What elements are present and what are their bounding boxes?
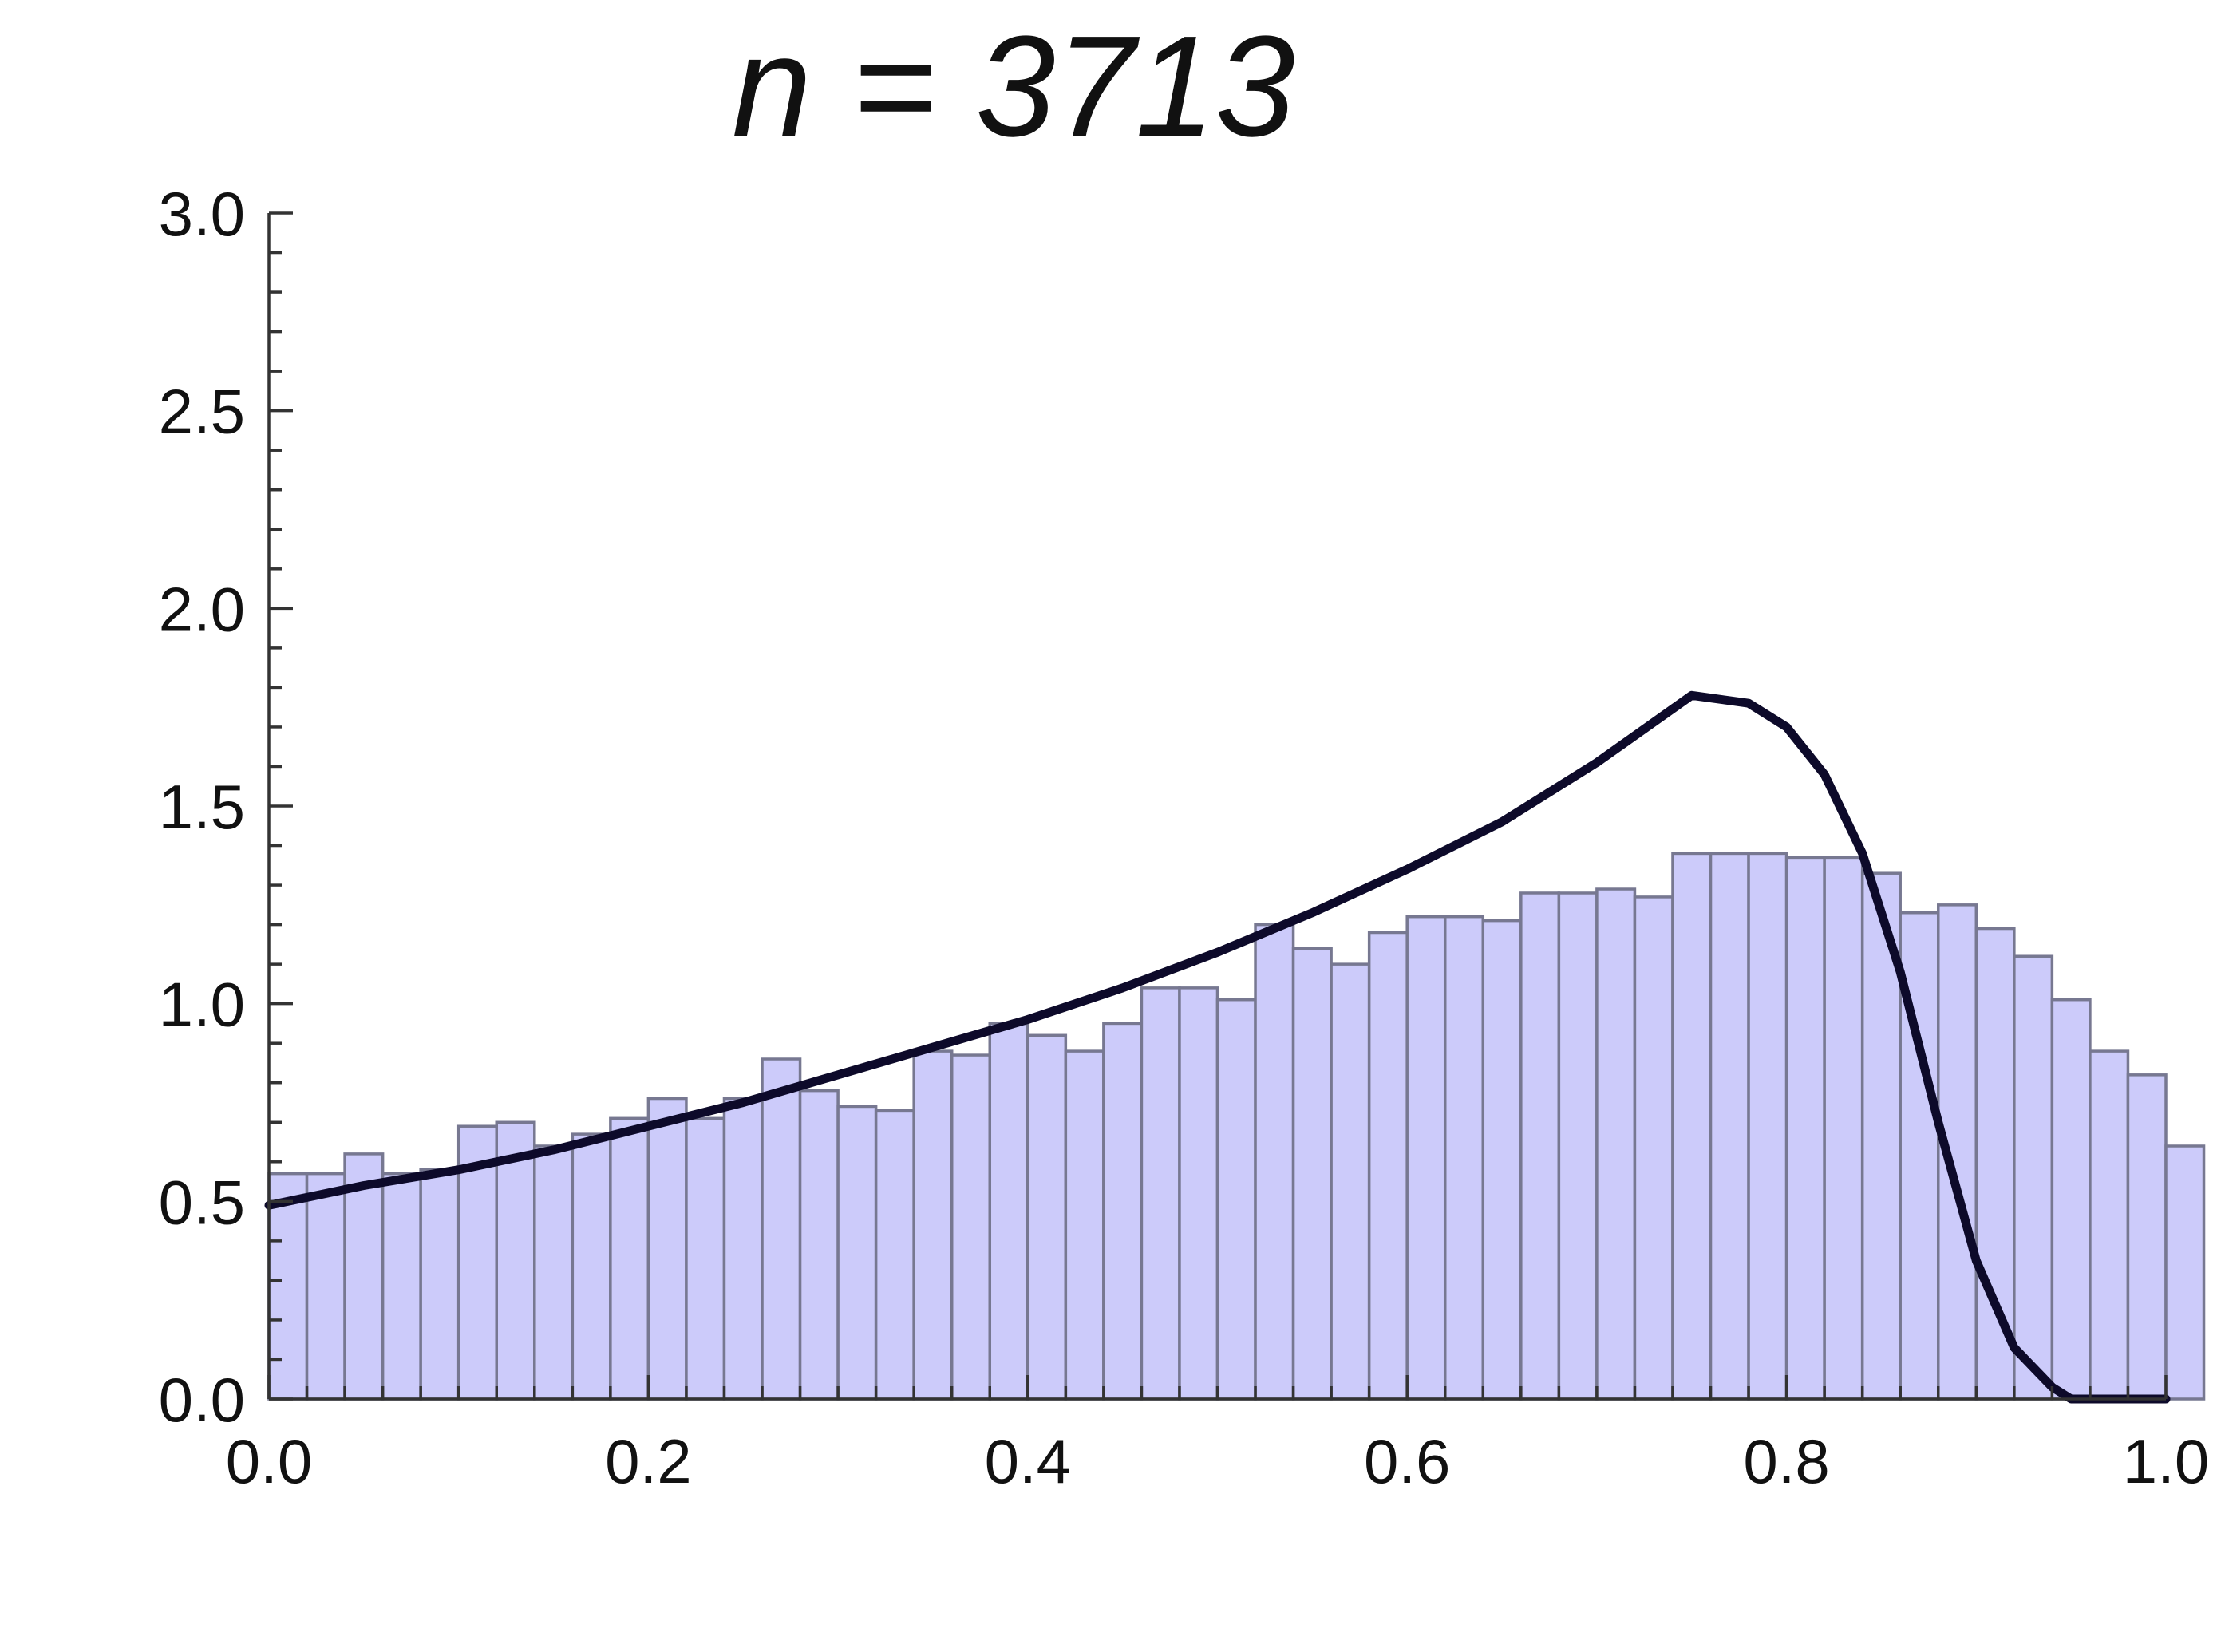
x-tick-label: 0.6 [1364,1426,1450,1496]
histogram-bar [381,1172,422,1401]
histogram-bar [2050,998,2092,1401]
density-curve [264,690,2171,1404]
histogram-bar [950,1053,992,1401]
histogram-bar [646,1097,688,1401]
x-tick-label: 0.8 [1743,1426,1829,1496]
histogram-bar [1291,947,1333,1401]
histogram-bar [1367,931,1409,1401]
histogram-bar [1215,998,1257,1401]
histogram-bar [305,1172,346,1401]
y-tick-label: 2.0 [159,574,245,644]
histogram-bar [1102,1022,1144,1401]
axes-group: 0.0 0.5 1.0 1.5 2.0 2.5 3.0 0.0 0.2 0.4 0.6 0.8 1.0 [159,179,2210,1496]
histogram-bar [609,1116,650,1401]
y-tick-label: 1.0 [159,970,245,1040]
chart-title: n = 3713 [732,6,1295,167]
histogram-bar [1709,852,1750,1401]
histogram-bar [685,1116,726,1401]
histogram-bar [1026,1033,1068,1401]
histogram-bar [912,1049,954,1401]
histogram-bar [2164,1144,2206,1401]
histogram-bar [2089,1049,2130,1401]
x-tick-label: 1.0 [2123,1426,2209,1496]
histogram-bar [1330,962,1371,1401]
histogram-bar [2126,1073,2168,1401]
histogram-bar [2013,954,2054,1401]
y-tick-label: 0.0 [159,1365,245,1435]
y-tick-label: 3.0 [159,179,245,249]
histogram-bar [1974,927,2016,1401]
histogram-bar [1481,919,1523,1401]
histogram-bar [1405,915,1447,1401]
y-tick-label: 0.5 [159,1167,245,1237]
histogram-bar [1064,1049,1105,1401]
x-tick-label: 0.2 [605,1426,691,1496]
histogram-bar [761,1057,802,1401]
histogram-bar [798,1089,840,1401]
histogram-bar [1633,895,1674,1401]
histogram-bar [419,1168,460,1401]
x-tick-label: 0.4 [985,1426,1071,1496]
histogram-bar [1823,856,1864,1401]
histogram-bar [1178,986,1219,1401]
histogram-bar [1443,915,1485,1401]
histogram-bar [1519,891,1561,1401]
histogram-bar [988,1022,1029,1401]
histogram-bar [1557,891,1599,1401]
y-tick-label: 2.5 [159,377,245,447]
histogram-bar [874,1109,915,1401]
histogram-bar [1140,986,1181,1401]
histogram-bar [1747,852,1788,1401]
histogram-bar [1254,923,1295,1401]
bars-group [267,852,2206,1401]
histogram-bar [1595,887,1637,1401]
histogram-bar [571,1132,612,1401]
histogram-bar [722,1097,764,1401]
histogram-bar [836,1105,878,1401]
y-tick-label: 1.5 [159,772,245,842]
x-tick-label: 0.0 [226,1426,312,1496]
histogram-bar [1784,856,1826,1401]
histogram-bar [1671,852,1713,1401]
histogram-bar [533,1144,575,1401]
